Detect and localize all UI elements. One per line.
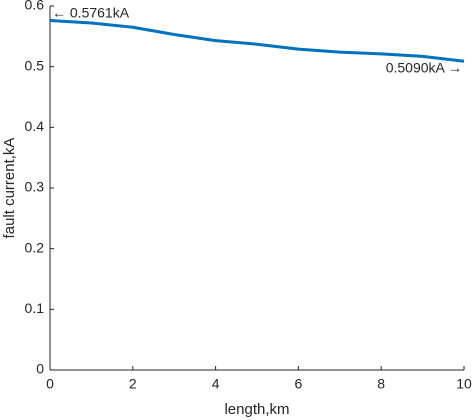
x-tick-label: 10 [456, 376, 472, 392]
y-tick-label: 0.4 [25, 118, 45, 134]
annotation: ← 0.5761kA [52, 5, 130, 21]
x-tick-label: 4 [212, 376, 220, 392]
annotation: 0.5090kA → [386, 60, 462, 76]
x-axis-label: length,km [224, 401, 289, 418]
y-tick-label: 0.6 [25, 0, 45, 13]
y-tick-label: 0 [36, 361, 44, 377]
x-tick-label: 8 [377, 376, 385, 392]
x-tick-label: 2 [129, 376, 137, 392]
series-line [49, 19, 465, 63]
y-axis-label: fault current,kA [1, 138, 18, 239]
y-tick-label: 0.1 [25, 300, 45, 316]
y-tick-label: 0.5 [25, 57, 45, 73]
x-tick-label: 6 [295, 376, 303, 392]
y-tick-label: 0.3 [25, 179, 45, 195]
y-tick-label: 0.2 [25, 239, 45, 255]
x-tick-label: 0 [46, 376, 54, 392]
